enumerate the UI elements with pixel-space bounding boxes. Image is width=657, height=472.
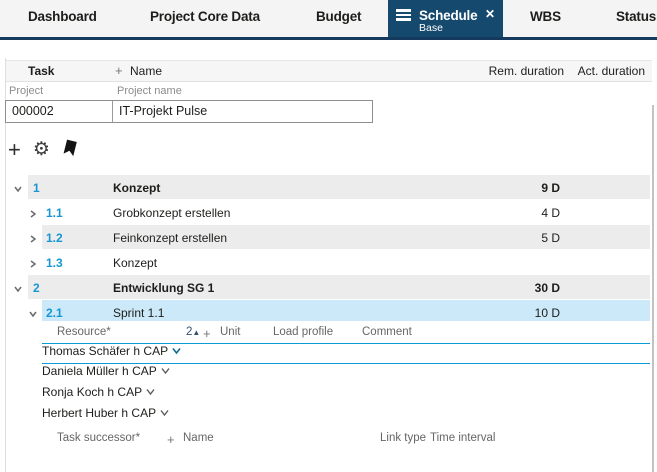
hamburger-menu-icon[interactable]	[396, 7, 412, 23]
task-name: Konzept	[113, 181, 161, 195]
task-name: Entwicklung SG 1	[113, 281, 215, 295]
resource-name: Herbert Huber	[42, 406, 119, 420]
task-wbs: 1.1	[46, 206, 63, 220]
tab-budget[interactable]: Budget	[316, 9, 362, 24]
resource-row[interactable]: Ronja Koch h CAP	[42, 385, 650, 406]
column-header-load-profile: Load profile	[273, 326, 334, 338]
resource-unit: h	[107, 385, 115, 399]
task-row-selected[interactable]: 2.1 Sprint 1.1 10 D	[0, 300, 657, 322]
task-row[interactable]: 1.3 Konzept	[0, 250, 657, 275]
task-row[interactable]: 2 Entwicklung SG 1 30 D	[0, 275, 657, 300]
task-wbs: 2.1	[46, 306, 63, 320]
task-name: Sprint 1.1	[113, 306, 165, 320]
resource-row-selected[interactable]: Thomas Schäfer h CAP	[42, 343, 650, 364]
resource-row[interactable]: Herbert Huber h CAP	[42, 406, 650, 428]
column-header-task: Task	[28, 64, 55, 78]
task-row[interactable]: 1.2 Feinkonzept erstellen 5 D	[0, 225, 657, 250]
tab-dashboard[interactable]: Dashboard	[28, 9, 97, 24]
tab-schedule[interactable]: Schedule ✕ Base	[388, 0, 503, 37]
chevron-down-icon[interactable]	[160, 364, 171, 378]
chevron-down-icon[interactable]	[159, 406, 170, 420]
chevron-down-icon[interactable]	[28, 308, 38, 322]
task-wbs: 1.3	[46, 256, 63, 270]
chevron-right-icon[interactable]	[28, 258, 38, 272]
task-wbs: 1.2	[46, 231, 63, 245]
task-row[interactable]: 1.1 Grobkonzept erstellen 4 D	[0, 200, 657, 225]
task-rem-duration: 10 D	[534, 306, 560, 320]
add-resource-icon[interactable]: +	[203, 326, 211, 341]
add-column-icon[interactable]: +	[115, 63, 123, 78]
task-rem-duration: 9 D	[541, 181, 560, 195]
resource-load-profile: CAP	[143, 344, 168, 358]
resource-name: Daniela Müller	[42, 364, 119, 378]
column-header-act-duration: Act. duration	[577, 64, 645, 78]
gear-icon[interactable]: ⚙	[32, 139, 50, 160]
chevron-down-icon[interactable]	[13, 283, 23, 297]
column-header-comment: Comment	[362, 326, 412, 338]
project-name-field[interactable]: IT-Projekt Pulse	[119, 104, 208, 118]
chevron-right-icon[interactable]	[28, 208, 38, 222]
add-successor-icon[interactable]: +	[167, 432, 175, 447]
column-header-name: Name	[130, 64, 163, 78]
column-header-task-successor: Task successor*	[57, 432, 141, 444]
column-header-time-interval: Time interval	[430, 432, 496, 444]
column-header-link-type: Link type	[380, 432, 427, 444]
resource-name: Thomas Schäfer	[42, 344, 131, 358]
bookmark-icon[interactable]	[61, 138, 79, 162]
resource-load-profile: CAP	[131, 406, 156, 420]
tab-status[interactable]: Status	[616, 9, 657, 24]
panel-border	[5, 58, 6, 472]
tab-wbs[interactable]: WBS	[530, 9, 561, 24]
column-header-rem-duration: Rem. duration	[488, 64, 564, 78]
column-header-name: Name	[183, 432, 214, 444]
task-name: Feinkonzept erstellen	[113, 231, 228, 245]
chevron-right-icon[interactable]	[28, 233, 38, 247]
resource-load-profile: CAP	[132, 364, 157, 378]
resource-unit: h	[133, 344, 141, 358]
sort-asc-icon: ▲	[192, 328, 201, 337]
sort-indicator[interactable]: 2▲	[186, 326, 201, 338]
project-id-field[interactable]: 000002	[6, 101, 113, 122]
vertical-scrollbar[interactable]	[652, 105, 654, 472]
resource-unit: h	[122, 364, 129, 378]
task-rem-duration: 5 D	[541, 231, 560, 245]
chevron-down-icon[interactable]	[145, 385, 156, 399]
tab-underline	[0, 37, 657, 40]
project-name-label: Project name	[117, 85, 182, 97]
resource-name: Ronja Koch	[42, 385, 105, 399]
project-fields: 000002 IT-Projekt Pulse	[5, 100, 373, 123]
tab-bar: Dashboard Project Core Data Budget WBS S…	[0, 0, 657, 37]
task-rem-duration: 4 D	[541, 206, 560, 220]
tab-schedule-label: Schedule	[419, 7, 478, 23]
toolbar: + ⚙	[8, 136, 79, 164]
task-wbs: 1	[33, 181, 40, 195]
chevron-down-icon[interactable]	[13, 183, 23, 197]
tab-schedule-sublabel: Base	[419, 22, 443, 34]
close-tab-icon[interactable]: ✕	[484, 7, 495, 21]
tab-project-core-data[interactable]: Project Core Data	[150, 9, 260, 24]
project-id-label: Project	[9, 85, 44, 97]
task-row[interactable]: 1 Konzept 9 D	[0, 175, 657, 200]
column-header-resource: Resource*	[57, 326, 111, 338]
add-task-icon[interactable]: +	[8, 137, 21, 162]
task-wbs: 2	[33, 281, 40, 295]
resource-unit: h	[121, 406, 129, 420]
column-header-unit: Unit	[220, 326, 241, 338]
task-name: Konzept	[113, 256, 158, 270]
task-rem-duration: 30 D	[534, 281, 560, 295]
grid-header: Task + Name Rem. duration Act. duration	[6, 60, 652, 82]
resource-load-profile: CAP	[117, 385, 142, 399]
resource-row[interactable]: Daniela Müller h CAP	[42, 364, 650, 385]
task-name: Grobkonzept erstellen	[113, 206, 231, 220]
chevron-down-icon[interactable]	[171, 344, 182, 358]
